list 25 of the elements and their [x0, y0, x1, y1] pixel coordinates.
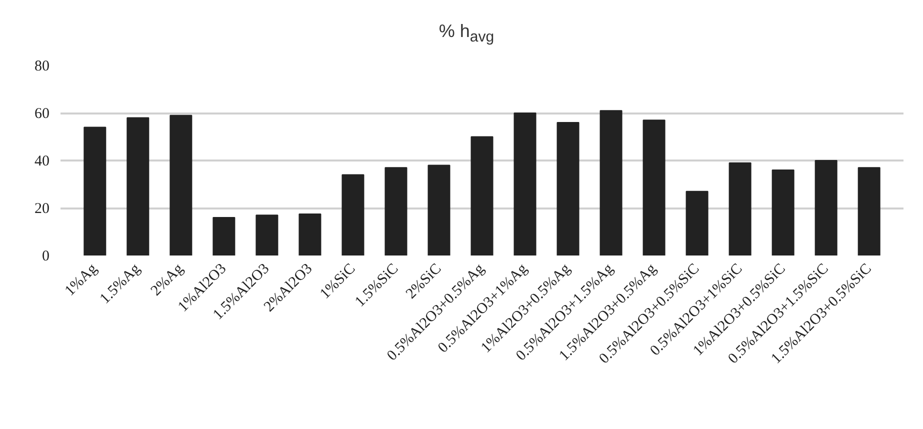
- bar: [84, 126, 106, 256]
- bar: [170, 114, 192, 256]
- y-tick-label: 0: [42, 248, 50, 264]
- bar: [342, 174, 364, 256]
- bar: [126, 117, 150, 256]
- bar: [298, 213, 322, 256]
- bar: [470, 136, 494, 256]
- bar: [256, 214, 278, 256]
- y-tick-label: 60: [34, 106, 50, 122]
- bar: [600, 110, 622, 256]
- bar: [772, 170, 794, 256]
- y-tick-label: 20: [34, 201, 50, 217]
- bar: [428, 164, 450, 256]
- bar: [642, 120, 666, 256]
- bar: [858, 167, 880, 256]
- bar: [384, 167, 408, 256]
- bar: [686, 190, 708, 256]
- chart-title: % h$_{avg}$: [438, 20, 494, 48]
- bar: [814, 160, 838, 256]
- bar: [556, 122, 580, 256]
- bar: [514, 112, 536, 256]
- bar: [212, 217, 236, 256]
- y-tick-label: 40: [34, 154, 50, 170]
- bar: [728, 162, 752, 256]
- y-tick-label: 80: [34, 58, 50, 74]
